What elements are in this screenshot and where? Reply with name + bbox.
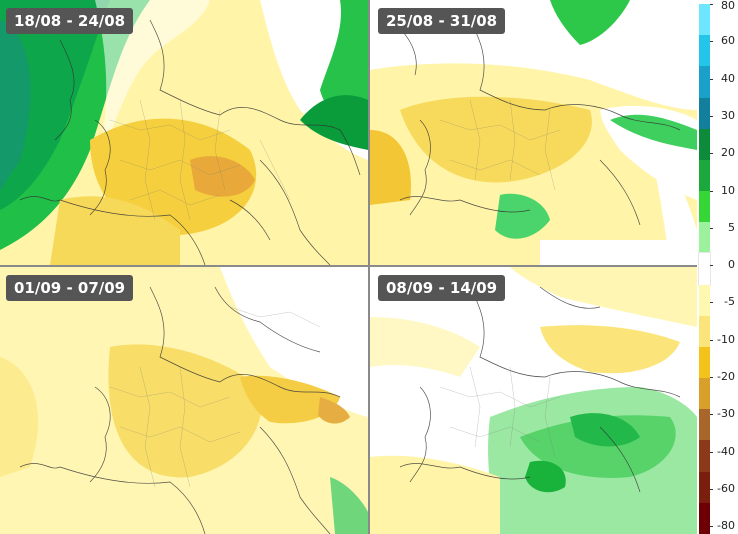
colorbar-tick xyxy=(710,227,713,229)
colorbar-tick xyxy=(710,153,713,155)
map-panel-3-canvas xyxy=(0,267,368,534)
colorbar-tick xyxy=(710,78,713,80)
map-panel-2-canvas xyxy=(370,0,697,265)
colorbar-tick-label: -20 xyxy=(717,370,735,383)
map-panel-2: 25/08 - 31/08 xyxy=(370,0,697,265)
colorbar-tick xyxy=(710,115,713,117)
map-panel-4: 08/09 - 14/09 xyxy=(370,267,697,534)
colorbar-tick xyxy=(710,41,713,43)
map-panel-3: 01/09 - 07/09 xyxy=(0,267,368,534)
colorbar-swatch xyxy=(699,35,710,67)
map-panel-1-canvas xyxy=(0,0,368,265)
colorbar-tick xyxy=(710,488,713,490)
colorbar-swatch xyxy=(699,128,710,161)
colorbar-tick xyxy=(710,302,713,304)
colorbar-tick xyxy=(710,451,713,453)
colorbar-tick-label: 20 xyxy=(721,146,735,160)
colorbar-tick-label: 10 xyxy=(721,183,735,197)
period-label: 08/09 - 14/09 xyxy=(378,275,506,301)
map-panel-1: 18/08 - 24/08 xyxy=(0,0,368,265)
colorbar-tick-label: -60 xyxy=(717,481,735,495)
colorbar-swatch xyxy=(699,440,710,473)
colorbar-tick xyxy=(710,414,713,416)
colorbar-tick-label: -40 xyxy=(717,444,735,458)
colorbar-swatch xyxy=(699,315,710,348)
panel-divider-vertical xyxy=(368,0,370,534)
colorbar-swatch xyxy=(699,471,710,504)
colorbar-swatch xyxy=(699,66,710,99)
colorbar-tick xyxy=(710,526,713,528)
colorbar-tick-label: 0 xyxy=(728,258,735,272)
colorbar-swatch xyxy=(699,191,710,223)
colorbar-tick xyxy=(710,190,713,192)
colorbar-tick xyxy=(710,4,713,5)
panel-divider-horizontal xyxy=(0,265,697,267)
colorbar-tick-label: -30 xyxy=(717,407,735,421)
colorbar-tick xyxy=(710,265,713,267)
colorbar-tick-label: 80 xyxy=(721,0,735,12)
colorbar: 80 60 40 30 20 10 5 0 -5 -10 -20 -30 -40 -60 -80 xyxy=(697,0,738,534)
colorbar-tick-label: 40 xyxy=(721,71,735,85)
colorbar-swatch xyxy=(699,346,710,379)
colorbar-swatch xyxy=(699,97,710,130)
colorbar-tick-label: -5 xyxy=(724,295,735,309)
colorbar-swatch xyxy=(699,4,710,36)
colorbar-tick-label: -80 xyxy=(717,519,735,533)
colorbar-tick-label: 30 xyxy=(721,108,735,122)
colorbar-swatch xyxy=(698,252,711,287)
period-label: 18/08 - 24/08 xyxy=(6,8,134,34)
colorbar-tick-label: -10 xyxy=(717,332,735,346)
colorbar-tick-label: 5 xyxy=(728,220,735,234)
colorbar-tick xyxy=(710,339,713,341)
colorbar-swatch xyxy=(699,409,710,441)
colorbar-swatch xyxy=(699,222,710,254)
period-label: 25/08 - 31/08 xyxy=(378,8,506,34)
colorbar-tick xyxy=(710,377,713,378)
colorbar-swatch xyxy=(699,284,710,317)
colorbar-swatch xyxy=(699,159,710,192)
colorbar-swatch xyxy=(699,378,710,410)
colorbar-swatch xyxy=(699,502,710,534)
map-panel-4-canvas xyxy=(370,267,697,534)
period-label: 01/09 - 07/09 xyxy=(6,275,134,301)
colorbar-tick-label: 60 xyxy=(721,34,735,48)
